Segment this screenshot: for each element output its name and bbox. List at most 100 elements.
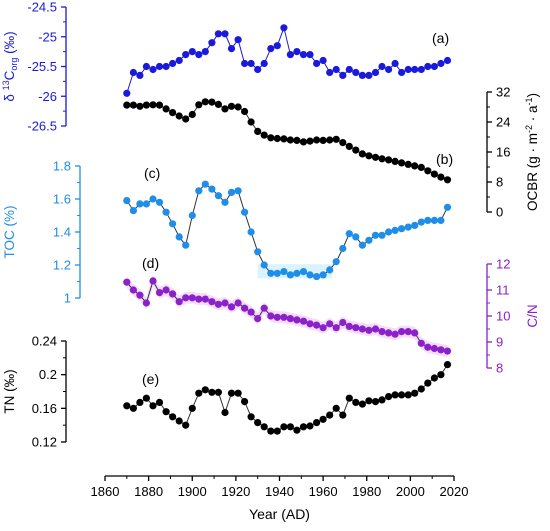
data-point	[149, 402, 157, 410]
data-point	[201, 295, 209, 303]
data-point	[430, 374, 438, 382]
data-point	[123, 101, 131, 109]
data-point	[260, 261, 268, 269]
data-point	[169, 220, 177, 228]
data-point	[385, 329, 393, 337]
data-point	[273, 269, 281, 277]
data-point	[352, 398, 360, 406]
y-tick-label: 1.8	[53, 159, 71, 174]
data-point	[306, 422, 314, 430]
data-point	[371, 153, 380, 161]
data-point	[417, 163, 425, 171]
data-point	[358, 241, 366, 249]
y-axis-label: OCBR (g · m-2 · a-1)	[524, 93, 540, 211]
data-point	[378, 62, 386, 71]
data-point	[136, 71, 144, 79]
data-point	[424, 62, 432, 71]
data-point	[378, 328, 386, 336]
data-point	[398, 225, 406, 233]
data-point	[306, 271, 314, 279]
x-tick-label: 1880	[134, 484, 163, 499]
y-tick-label: 10	[496, 309, 510, 324]
x-tick-label: 2000	[396, 484, 425, 499]
y-tick-label: 8	[496, 361, 503, 376]
data-point	[424, 216, 432, 224]
data-point	[195, 295, 203, 303]
panel-label: (a)	[432, 30, 449, 46]
data-point	[260, 304, 268, 312]
data-point	[123, 197, 131, 205]
data-point	[169, 59, 177, 68]
data-point	[267, 45, 275, 53]
data-point	[424, 343, 432, 351]
data-point	[221, 30, 229, 38]
data-point	[443, 56, 452, 65]
data-point	[404, 160, 412, 168]
data-point	[326, 320, 334, 328]
data-point	[443, 176, 452, 184]
y-tick-label: 32	[496, 85, 510, 100]
data-point	[182, 294, 190, 302]
y-tick-label: 0.16	[32, 401, 57, 416]
y-tick-label: 24	[496, 115, 510, 130]
data-point	[227, 303, 236, 311]
data-point	[201, 48, 209, 56]
x-tick-label: 1960	[309, 484, 338, 499]
data-point	[411, 221, 419, 229]
data-point	[208, 298, 216, 306]
y-tick-label: 16	[496, 145, 510, 160]
data-point	[352, 233, 360, 241]
data-point	[365, 236, 373, 244]
data-point	[267, 134, 275, 142]
data-point	[286, 51, 294, 59]
data-point	[286, 271, 294, 279]
data-point	[313, 321, 321, 329]
x-axis-label: Year (AD)	[249, 506, 310, 522]
y-tick-label: 11	[496, 283, 510, 298]
data-point	[280, 268, 288, 276]
y-tick-label: 1	[64, 291, 71, 306]
data-point	[306, 320, 314, 328]
data-point	[352, 146, 360, 154]
y-tick-label: 8	[496, 175, 503, 190]
data-point	[254, 419, 262, 427]
data-point	[129, 207, 137, 215]
data-point	[332, 65, 340, 74]
data-point	[293, 426, 301, 434]
data-point	[424, 167, 432, 175]
data-point	[221, 408, 229, 417]
data-point	[437, 216, 445, 224]
panel-label: (c)	[144, 165, 160, 181]
data-point	[227, 389, 236, 397]
data-point	[234, 103, 242, 111]
data-point	[267, 269, 275, 277]
data-point	[391, 330, 399, 338]
data-point	[201, 98, 209, 106]
data-point	[129, 286, 137, 294]
data-point	[424, 379, 432, 387]
data-point	[273, 134, 281, 143]
data-point	[234, 299, 242, 307]
data-point	[247, 308, 255, 316]
data-point	[175, 112, 183, 120]
data-point	[391, 59, 399, 68]
y-axis-label: δ 13Corg (‰)	[1, 31, 19, 101]
data-point	[437, 173, 445, 181]
panel-c: 1 1.2 1.4 1.6 1.8 TOC (%) (c)	[2, 159, 452, 306]
data-point	[404, 223, 412, 231]
data-point	[247, 59, 255, 68]
data-point	[169, 413, 177, 421]
series-line	[126, 26, 448, 94]
data-point	[142, 299, 150, 307]
data-point	[149, 101, 157, 109]
data-point	[437, 346, 445, 354]
data-point	[430, 62, 438, 71]
data-point	[175, 56, 183, 65]
data-point	[182, 51, 190, 59]
data-point	[142, 394, 150, 402]
panel-label: (d)	[142, 255, 159, 271]
data-point	[417, 339, 425, 347]
data-point	[313, 419, 321, 427]
data-point	[247, 118, 255, 126]
data-point	[155, 289, 164, 297]
